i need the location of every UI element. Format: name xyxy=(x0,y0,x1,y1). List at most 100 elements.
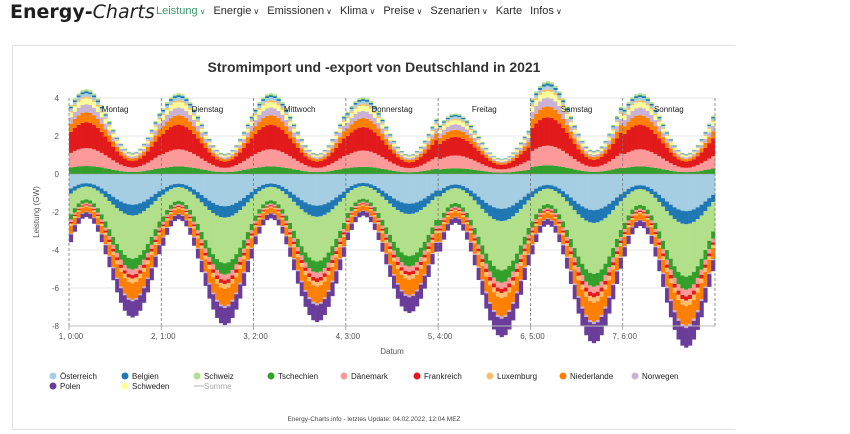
nav-item-1[interactable]: Energie∨ xyxy=(209,5,263,17)
nav-item-5[interactable]: Szenarien∨ xyxy=(426,5,491,17)
export-bar xyxy=(407,280,411,296)
export-bar xyxy=(577,267,581,272)
export-bar xyxy=(219,288,223,305)
legend-marker[interactable] xyxy=(50,383,57,390)
export-bar xyxy=(354,208,358,209)
export-bar xyxy=(115,208,119,244)
export-bar xyxy=(334,271,338,283)
import-bar xyxy=(584,147,588,148)
nav-item-2[interactable]: Emissionen∨ xyxy=(263,5,336,17)
import-bar xyxy=(480,145,484,146)
export-bar xyxy=(496,281,500,287)
import-bar xyxy=(500,163,504,165)
export-bar xyxy=(161,238,165,246)
import-bar xyxy=(154,121,158,122)
import-bar xyxy=(642,94,646,96)
import-bar xyxy=(365,151,369,167)
export-bar xyxy=(154,229,158,236)
legend-marker[interactable] xyxy=(268,373,275,380)
export-bar xyxy=(365,207,369,212)
legend-marker[interactable] xyxy=(560,373,567,380)
import-bar xyxy=(630,167,634,174)
legend-marker[interactable] xyxy=(194,373,201,380)
import-bar xyxy=(584,151,588,154)
export-bar xyxy=(73,225,77,232)
legend-marker[interactable] xyxy=(487,373,494,380)
export-bar xyxy=(280,217,284,219)
export-bar xyxy=(154,257,158,268)
export-bar xyxy=(134,277,138,281)
export-bar xyxy=(81,213,85,214)
export-bar xyxy=(488,216,492,260)
export-bar xyxy=(630,220,634,227)
export-bar xyxy=(707,254,711,257)
import-bar xyxy=(354,121,358,130)
import-bar xyxy=(438,129,442,130)
export-bar xyxy=(188,215,192,217)
export-bar xyxy=(554,225,558,226)
nav-item-3[interactable]: Klima∨ xyxy=(336,5,379,17)
export-bar xyxy=(557,234,561,235)
import-bar xyxy=(488,155,492,157)
legend-marker[interactable] xyxy=(50,373,57,380)
export-bar xyxy=(653,237,657,246)
export-bar xyxy=(319,304,323,321)
import-bar xyxy=(400,172,404,174)
export-bar xyxy=(665,174,669,202)
export-bar xyxy=(496,208,500,220)
export-bar xyxy=(438,226,442,229)
export-bar xyxy=(169,185,173,189)
export-bar xyxy=(77,212,81,218)
import-bar xyxy=(365,105,369,107)
nav-item-7[interactable]: Infos∨ xyxy=(526,5,566,17)
legend-marker[interactable] xyxy=(632,373,639,380)
export-bar xyxy=(500,289,504,293)
export-bar xyxy=(169,209,173,211)
export-bar xyxy=(292,238,296,242)
nav-item-0[interactable]: Leistung∨ xyxy=(152,5,209,17)
export-bar xyxy=(680,174,684,211)
import-bar xyxy=(523,136,527,137)
import-bar xyxy=(192,134,196,154)
export-bar xyxy=(127,300,131,316)
legend-marker[interactable] xyxy=(341,373,348,380)
export-bar xyxy=(277,219,281,220)
import-bar xyxy=(450,130,454,137)
legend-marker[interactable] xyxy=(122,373,129,380)
import-bar xyxy=(346,123,350,129)
export-bar xyxy=(154,194,158,201)
export-bar xyxy=(284,221,288,224)
export-bar xyxy=(615,206,619,239)
import-bar xyxy=(280,102,284,104)
export-bar xyxy=(196,249,200,259)
import-bar xyxy=(288,131,292,138)
import-bar xyxy=(204,170,208,174)
import-bar xyxy=(231,152,235,153)
import-bar xyxy=(134,167,138,172)
export-bar xyxy=(688,295,692,299)
nav-item-4[interactable]: Preise∨ xyxy=(379,5,426,17)
nav-item-6[interactable]: Karte xyxy=(492,5,526,17)
import-bar xyxy=(161,168,165,174)
export-bar xyxy=(238,257,242,262)
export-bar xyxy=(523,251,527,254)
export-bar xyxy=(569,198,573,206)
brand-logo[interactable]: Energy-Charts xyxy=(10,1,155,23)
export-bar xyxy=(492,266,496,278)
import-bar xyxy=(684,168,688,172)
import-bar xyxy=(565,153,569,167)
export-bar xyxy=(504,315,508,317)
legend-marker[interactable] xyxy=(414,373,421,380)
import-bar xyxy=(307,152,311,153)
export-bar xyxy=(665,250,669,260)
import-bar xyxy=(81,92,85,94)
export-bar xyxy=(104,245,108,254)
import-bar xyxy=(88,92,92,94)
import-bar xyxy=(388,149,392,161)
export-bar xyxy=(261,213,265,219)
import-bar xyxy=(231,154,235,156)
import-bar xyxy=(334,136,338,139)
export-bar xyxy=(477,174,481,197)
legend-marker[interactable] xyxy=(122,383,129,390)
export-bar xyxy=(565,230,569,237)
